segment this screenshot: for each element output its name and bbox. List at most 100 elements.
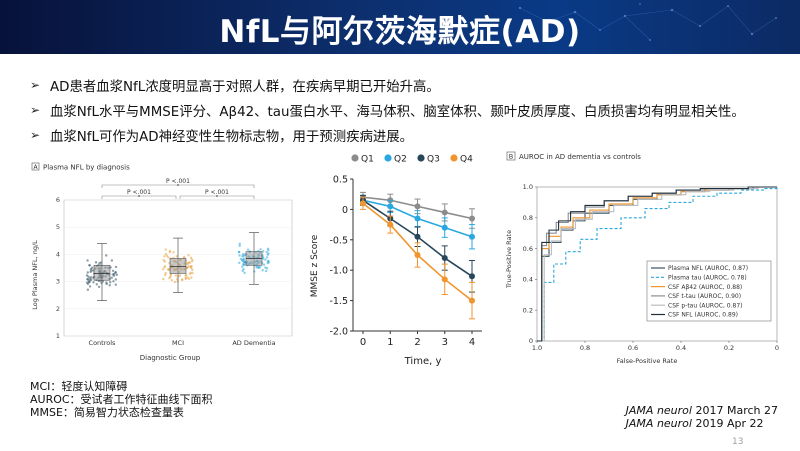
x-tick-label: 3 <box>442 337 448 348</box>
data-point <box>191 259 194 263</box>
data-point <box>266 260 270 263</box>
significance-label: P <.001 <box>205 189 229 196</box>
panel-label-box <box>506 151 516 161</box>
y-tick-label: 0.4 <box>523 276 533 284</box>
data-point <box>265 269 268 273</box>
bullet-text: AD患者血浆NfL浓度明显高于对照人群，在疾病早期已开始升高。 <box>50 79 440 95</box>
significance-marker <box>216 195 218 197</box>
data-point <box>262 263 266 266</box>
data-point <box>414 203 421 210</box>
chart-title: AUROC in AD dementia vs controls <box>519 153 641 161</box>
bullet-item: ➢ AD患者血浆NfL浓度明显高于对照人群，在疾病早期已开始升高。 <box>30 72 790 97</box>
data-point <box>172 251 175 254</box>
legend-label: CSF NFL (AUROC, 0.89) <box>668 312 738 319</box>
y-tick-label: 0 <box>529 337 533 345</box>
data-point <box>114 265 118 269</box>
data-point <box>186 276 189 279</box>
data-point <box>242 263 245 267</box>
data-point <box>185 266 189 269</box>
data-point <box>186 261 190 265</box>
data-point <box>174 274 178 277</box>
data-point <box>108 284 111 287</box>
data-point <box>241 255 244 258</box>
significance-marker <box>177 184 179 186</box>
data-point <box>114 278 118 281</box>
x-tick-label: 4 <box>469 337 475 348</box>
page-number: 13 <box>732 437 744 447</box>
legend-marker <box>417 154 425 162</box>
data-point <box>469 233 475 240</box>
data-point <box>238 254 241 257</box>
data-point <box>168 249 172 253</box>
bullet-item: ➢ 血浆NfL可作为AD神经变性生物标志物，用于预测疾病进展。 <box>30 122 790 147</box>
data-point <box>414 215 421 222</box>
data-point <box>255 266 258 269</box>
y-tick-label: 1 <box>56 332 60 340</box>
y-axis-label: Log Plasma NFL, ng/L <box>31 240 39 310</box>
reference-line: JAMA neurol 2017 March 27 <box>626 404 778 417</box>
data-point <box>441 276 448 283</box>
panel-label-box <box>31 162 40 171</box>
legend-marker <box>384 154 392 162</box>
banner-decoration <box>518 3 777 41</box>
reference-date: 2017 March 27 <box>695 404 778 417</box>
data-point <box>191 268 194 272</box>
data-point <box>243 260 246 263</box>
data-point <box>238 261 241 265</box>
x-tick-label: 1.0 <box>532 344 542 352</box>
data-point <box>237 250 241 254</box>
data-point <box>163 255 166 258</box>
data-point <box>241 253 245 256</box>
data-point <box>89 267 93 271</box>
x-tick-label: 1 <box>387 337 393 348</box>
data-point <box>187 277 191 280</box>
x-tick-label: MCI <box>172 339 184 347</box>
data-point <box>387 203 394 210</box>
y-tick-label: 3 <box>56 278 60 286</box>
data-point <box>266 253 269 256</box>
data-point <box>92 281 95 284</box>
data-point <box>469 215 475 222</box>
data-point <box>163 266 166 269</box>
data-point <box>110 276 113 279</box>
data-point <box>414 252 421 258</box>
data-point <box>267 248 270 252</box>
data-point <box>165 254 169 257</box>
arrow-bullet-icon: ➢ <box>30 102 41 117</box>
data-point <box>241 259 244 262</box>
data-point <box>112 274 116 277</box>
legend-label: CSF Aβ42 (AUROC, 0.88) <box>668 284 742 291</box>
data-point <box>167 256 170 259</box>
data-point <box>173 280 177 284</box>
data-point <box>387 221 394 228</box>
data-point <box>90 278 93 282</box>
plot-frame <box>536 186 778 342</box>
data-point <box>167 267 170 271</box>
data-point <box>114 283 117 286</box>
y-tick-label: 0.6 <box>523 245 533 253</box>
arrow-bullet-icon: ➢ <box>30 77 41 92</box>
data-point <box>169 274 172 277</box>
data-point <box>441 224 448 231</box>
bullet-item: ➢ 血浆NfL水平与MMSE评分、Aβ42、tau蛋白水平、海马体积、脑室体积、… <box>30 97 790 122</box>
box <box>93 264 111 281</box>
x-tick-label: 0.8 <box>580 344 590 352</box>
roc-curve-chart: B AUROC in AD dementia vs controls True-… <box>505 151 779 365</box>
data-point <box>469 273 475 280</box>
data-point <box>469 297 475 304</box>
significance-label: P <.001 <box>127 189 151 196</box>
panel-label: B <box>509 153 513 161</box>
references: JAMA neurol 2017 March 27 JAMA neurol 20… <box>626 404 778 430</box>
chart-title: Plasma NFL by diagnosis <box>43 164 130 172</box>
y-tick-label: -2.0 <box>329 327 348 338</box>
box <box>169 258 187 274</box>
bullet-text: 血浆NfL可作为AD神经变性生物标志物，用于预测疾病进展。 <box>50 129 414 145</box>
data-point <box>265 250 268 254</box>
abbreviation-footnotes: MCI：轻度认知障碍 AUROC：受试者工作特征曲线下面积 MMSE：简易智力状… <box>30 380 213 419</box>
data-point <box>87 280 91 283</box>
data-point <box>238 244 241 248</box>
data-point <box>190 276 193 279</box>
x-tick-label: AD Dementia <box>232 339 275 347</box>
y-tick-label: 0 <box>342 205 348 216</box>
data-point <box>189 271 192 275</box>
